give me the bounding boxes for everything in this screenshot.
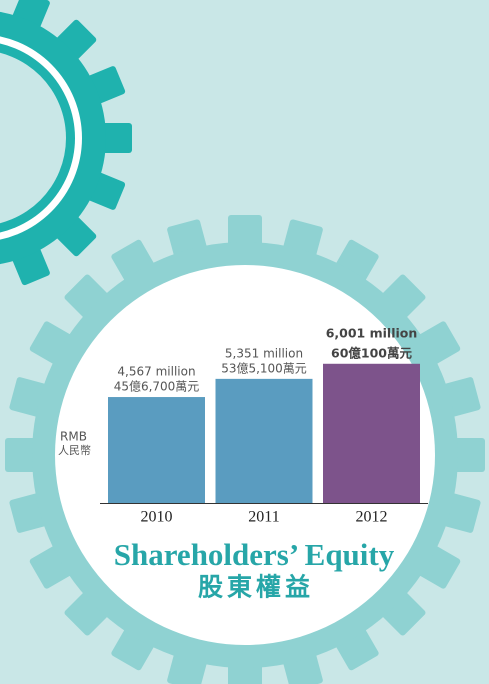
x-tick-label: 2011 (248, 509, 279, 526)
value-label-zh: 53億5,100萬元 (221, 361, 307, 375)
chart-title: Shareholders’ Equity (114, 537, 395, 572)
value-label-zh: 60億100萬元 (331, 345, 412, 360)
gear-tooth (452, 438, 485, 472)
y-axis-label-zh: 人民幣 (58, 444, 91, 457)
gear-tooth (5, 438, 38, 472)
value-label-zh: 45億6,700萬元 (114, 380, 200, 394)
x-tick-label: 2012 (356, 509, 388, 526)
value-label: 6,001 million (326, 325, 418, 340)
gear-tooth (100, 123, 132, 153)
y-axis-label: RMB (60, 430, 87, 444)
value-label: 4,567 million (117, 365, 195, 379)
bar (323, 363, 420, 503)
gear-tooth (228, 215, 262, 248)
bar (215, 378, 313, 503)
gear-ring (0, 52, 66, 224)
bar (108, 397, 205, 503)
x-tick-label: 2010 (141, 509, 173, 526)
chart-subtitle: 股東權益 (198, 573, 314, 602)
value-label: 5,351 million (225, 346, 303, 360)
